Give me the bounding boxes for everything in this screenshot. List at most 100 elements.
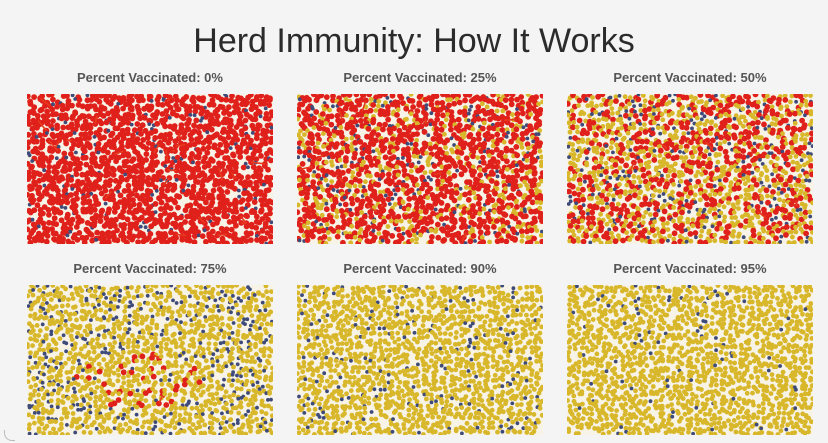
infected-person-dot	[252, 104, 259, 111]
unvaccinated-person-dot	[515, 107, 519, 111]
unvaccinated-person-dot	[147, 122, 152, 126]
unvaccinated-person-dot	[694, 235, 698, 240]
infected-person-dot	[31, 120, 38, 127]
unvaccinated-person-dot	[624, 109, 629, 113]
infected-person-dot	[417, 94, 424, 99]
infected-person-dot	[469, 213, 476, 220]
vaccinated-person-dot	[418, 232, 423, 238]
infected-person-dot	[411, 194, 418, 201]
vaccinated-person-dot	[422, 170, 428, 175]
infected-person-dot	[44, 112, 51, 119]
vaccinated-person-dot	[594, 145, 600, 151]
vaccinated-person-dot	[352, 192, 357, 198]
infected-person-dot	[615, 217, 621, 223]
infected-person-dot	[414, 131, 420, 137]
vaccinated-person-dot	[679, 106, 685, 111]
vaccinated-person-dot	[762, 97, 768, 103]
vaccinated-person-dot	[446, 170, 452, 175]
infected-person-dot	[446, 176, 453, 182]
vaccinated-person-dot	[177, 313, 183, 318]
unvaccinated-person-dot	[65, 233, 70, 238]
infected-person-dot	[361, 220, 368, 226]
vaccinated-person-dot	[408, 111, 414, 117]
vaccinated-person-dot	[690, 217, 696, 223]
vaccinated-person-dot	[593, 177, 599, 183]
infected-person-dot	[237, 154, 244, 160]
vaccinated-person-dot	[698, 191, 704, 196]
vaccinated-person-dot	[440, 178, 446, 184]
vaccinated-person-dot	[790, 159, 796, 165]
unvaccinated-person-dot	[568, 136, 573, 140]
vaccinated-person-dot	[323, 241, 329, 244]
unvaccinated-person-dot	[108, 307, 112, 312]
infected-person-dot	[214, 152, 221, 159]
unvaccinated-person-dot	[196, 233, 201, 238]
vaccinated-person-dot	[756, 99, 761, 105]
infected-person-dot	[133, 168, 140, 175]
infected-person-dot	[143, 217, 150, 224]
infected-person-dot	[654, 94, 661, 99]
vaccinated-person-dot	[652, 187, 658, 193]
vaccinated-person-dot	[599, 102, 604, 108]
vaccinated-person-dot	[539, 154, 543, 160]
infected-person-dot	[96, 98, 103, 105]
infected-person-dot	[403, 183, 410, 189]
infected-person-dot	[671, 240, 678, 244]
vaccinated-person-dot	[793, 154, 799, 159]
infected-person-dot	[256, 147, 263, 154]
infected-person-dot	[129, 191, 135, 197]
infected-person-dot	[252, 116, 259, 123]
infected-person-dot	[267, 205, 273, 212]
vaccinated-person-dot	[742, 224, 748, 230]
vaccinated-person-dot	[343, 96, 349, 102]
infected-person-dot	[513, 126, 520, 133]
infected-person-dot	[697, 239, 704, 244]
infected-person-dot	[73, 166, 79, 173]
infected-person-dot	[678, 192, 685, 198]
infected-person-dot	[570, 124, 576, 131]
infected-person-dot	[180, 115, 187, 122]
vaccinated-person-dot	[610, 235, 616, 240]
vaccinated-person-dot	[400, 200, 406, 205]
infected-person-dot	[512, 215, 519, 222]
vaccinated-person-dot	[229, 289, 235, 295]
infected-person-dot	[366, 148, 373, 155]
vaccinated-person-dot	[475, 155, 481, 160]
vaccinated-person-dot	[577, 181, 583, 187]
unvaccinated-person-dot	[567, 155, 571, 159]
infected-person-dot	[195, 154, 202, 161]
vaccinated-person-dot	[708, 120, 714, 126]
vaccinated-person-dot	[408, 168, 414, 174]
vaccinated-person-dot	[589, 224, 594, 230]
transmission-links	[299, 100, 521, 242]
infected-person-dot	[579, 210, 586, 216]
infected-person-dot	[635, 96, 642, 103]
vaccinated-person-dot	[609, 106, 615, 111]
infected-person-dot	[571, 190, 578, 197]
infected-person-dot	[465, 196, 472, 203]
infected-person-dot	[801, 144, 807, 151]
vaccinated-person-dot	[197, 311, 202, 317]
infected-person-dot	[44, 185, 50, 192]
infected-person-dot	[104, 162, 111, 169]
unvaccinated-person-dot	[804, 178, 808, 183]
transmission-link	[658, 141, 668, 149]
unvaccinated-person-dot	[428, 122, 433, 127]
infected-person-dot	[87, 124, 94, 131]
vaccinated-person-dot	[599, 155, 604, 161]
unvaccinated-person-dot	[264, 241, 269, 244]
infected-person-dot	[516, 191, 523, 197]
vaccinated-person-dot	[538, 200, 543, 206]
infected-person-dot	[467, 190, 473, 196]
infected-person-dot	[632, 113, 639, 119]
infected-person-dot	[737, 172, 744, 179]
infected-person-dot	[626, 223, 633, 229]
unvaccinated-person-dot	[307, 149, 312, 154]
infected-person-dot	[472, 180, 479, 187]
infected-person-dot	[631, 134, 637, 141]
vaccinated-person-dot	[60, 297, 66, 302]
infected-person-dot	[334, 233, 341, 240]
infected-person-dot	[105, 229, 112, 236]
vaccinated-person-dot	[652, 233, 658, 239]
infected-person-dot	[82, 131, 89, 137]
